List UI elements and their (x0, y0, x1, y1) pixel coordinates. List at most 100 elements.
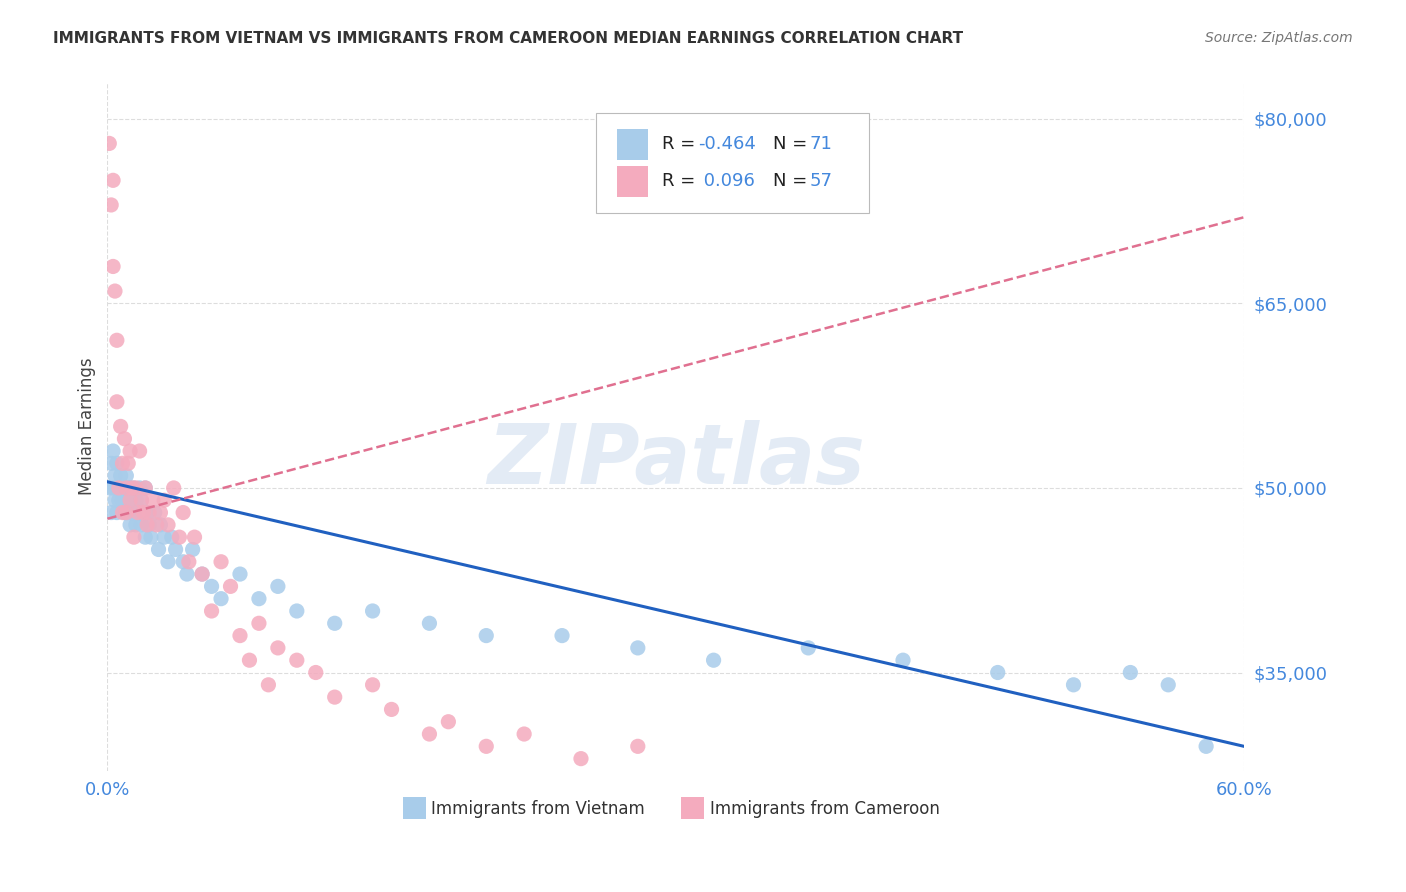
Point (134, 530, 156, 544)
Text: N =: N = (773, 136, 814, 153)
Point (131, 517, 153, 532)
Point (115, 468, 138, 483)
Point (209, 591, 232, 606)
Point (127, 506, 149, 520)
Point (323, 616, 346, 631)
Point (125, 493, 148, 508)
Point (125, 517, 148, 532)
Point (183, 530, 205, 544)
Point (209, 555, 232, 569)
FancyBboxPatch shape (617, 128, 648, 160)
Point (132, 506, 155, 520)
Point (418, 727, 440, 741)
Point (627, 640, 650, 655)
Point (418, 616, 440, 631)
Point (361, 604, 384, 618)
Text: R =: R = (662, 172, 702, 191)
Point (165, 542, 187, 557)
Point (107, 493, 129, 508)
Text: 71: 71 (810, 136, 832, 153)
Point (112, 481, 135, 495)
Point (305, 665, 328, 680)
Point (797, 640, 820, 655)
Point (120, 481, 142, 495)
Point (101, 444, 124, 458)
Point (285, 653, 308, 667)
Point (138, 517, 160, 532)
Y-axis label: Median Earnings: Median Earnings (79, 358, 96, 495)
Point (148, 542, 170, 557)
Point (104, 468, 127, 483)
Text: N =: N = (773, 172, 814, 191)
Point (105, 333, 128, 347)
Point (156, 555, 179, 569)
Point (1119, 665, 1142, 680)
Point (112, 506, 135, 520)
Text: 57: 57 (810, 172, 832, 191)
Point (105, 506, 128, 520)
Point (172, 555, 194, 569)
Point (111, 456, 134, 470)
Point (117, 481, 139, 495)
Point (891, 653, 914, 667)
Point (285, 604, 308, 618)
Point (177, 555, 200, 569)
Point (163, 481, 186, 495)
Point (134, 481, 156, 495)
Point (110, 468, 132, 483)
FancyBboxPatch shape (682, 797, 704, 819)
Point (1195, 739, 1218, 754)
Point (104, 284, 127, 298)
Point (101, 481, 124, 495)
Point (111, 506, 134, 520)
Point (121, 481, 143, 495)
Point (247, 591, 270, 606)
Point (181, 542, 204, 557)
Point (105, 394, 128, 409)
FancyBboxPatch shape (596, 113, 869, 213)
Point (101, 173, 124, 187)
Point (143, 506, 166, 520)
Point (200, 604, 222, 618)
Point (117, 506, 139, 520)
Point (111, 481, 134, 495)
Point (127, 506, 149, 520)
Point (110, 481, 132, 495)
Point (703, 653, 725, 667)
Point (153, 493, 176, 508)
Point (128, 481, 150, 495)
Point (115, 506, 138, 520)
FancyBboxPatch shape (617, 166, 648, 197)
Point (121, 493, 143, 508)
Point (120, 493, 142, 508)
Point (105, 456, 128, 470)
Point (380, 702, 402, 716)
Text: IMMIGRANTS FROM VIETNAM VS IMMIGRANTS FROM CAMEROON MEDIAN EARNINGS CORRELATION : IMMIGRANTS FROM VIETNAM VS IMMIGRANTS FR… (53, 31, 963, 46)
Point (110, 419, 132, 434)
Point (115, 506, 138, 520)
Point (125, 481, 148, 495)
Point (149, 517, 172, 532)
Point (98, 136, 121, 151)
Point (169, 530, 191, 544)
Point (120, 444, 142, 458)
Point (112, 432, 135, 446)
Point (361, 678, 384, 692)
Point (513, 727, 536, 741)
Point (136, 506, 159, 520)
Point (100, 506, 122, 520)
Point (191, 567, 214, 582)
Point (136, 517, 159, 532)
Point (1157, 678, 1180, 692)
Point (145, 517, 167, 532)
Point (238, 653, 260, 667)
Text: ZIPatlas: ZIPatlas (486, 420, 865, 501)
Text: -0.464: -0.464 (699, 136, 756, 153)
Point (138, 506, 160, 520)
Point (569, 751, 592, 765)
Text: 0.096: 0.096 (699, 172, 755, 191)
Point (257, 678, 280, 692)
Point (139, 530, 162, 544)
Point (191, 567, 214, 582)
Point (134, 481, 156, 495)
